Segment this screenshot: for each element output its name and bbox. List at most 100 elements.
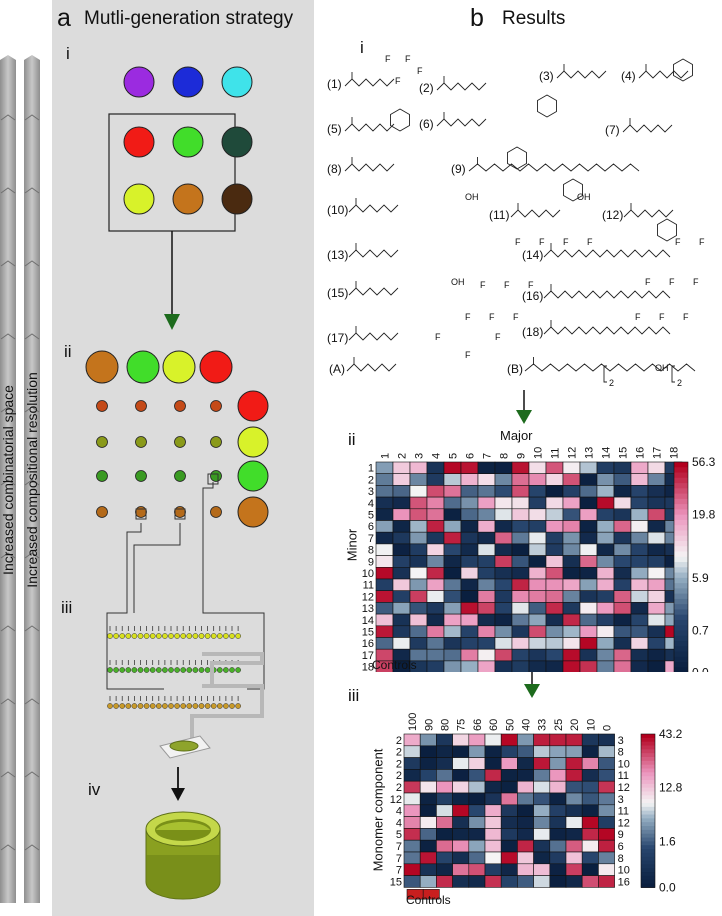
heatmap1-cell: [613, 531, 632, 545]
heatmap1-cell: [443, 637, 462, 650]
heatmap2-cell: [517, 816, 534, 829]
heatmap1-cell: [426, 485, 445, 498]
polymer-scaffold-cylinder: [145, 811, 221, 900]
heatmap1-cell: [545, 590, 564, 603]
heatmap1-cell: [477, 543, 496, 556]
gen2-small-dot: [174, 506, 186, 518]
heatmap1-cell: [443, 660, 462, 672]
fluorine-atom: F: [504, 280, 510, 290]
heatmap1-cell: [460, 567, 479, 580]
heatmap1-colorbar-tick: 19.8: [692, 508, 716, 522]
heatmap2-right-row-label: 6: [618, 841, 624, 853]
structure-backbone: [346, 363, 397, 372]
plate-well: [186, 667, 193, 673]
heatmap2-cell: [533, 851, 551, 865]
heatmap1-cell: [494, 648, 513, 662]
heatmap1-cell: [443, 473, 462, 486]
heatmap2-right-row-label: 10: [618, 758, 630, 770]
heatmap1-row-label: 6: [368, 521, 374, 533]
panel-a-workflow: [85, 66, 269, 900]
heatmap2-colorbar-segment: [641, 760, 655, 766]
plate-well: [198, 667, 205, 673]
plate-well: [229, 633, 235, 639]
heatmap2-colorbar-tick: 1.6: [659, 834, 676, 848]
monomer-dot: [221, 66, 253, 98]
plate-well: [119, 703, 126, 709]
heatmap1-colorbar-segment: [674, 635, 688, 642]
heatmap2-cell: [403, 804, 421, 817]
heatmap2-left-row-label: 4: [396, 806, 402, 818]
heatmap1-colorbar-segment: [674, 662, 688, 668]
heatmap1-cell: [409, 461, 428, 474]
heatmap2-cell: [484, 745, 502, 758]
heatmap1-cell: [460, 496, 479, 510]
heatmap2-cell: [452, 792, 470, 806]
heatmap2-cell: [517, 828, 534, 841]
heatmap1-cell: [528, 625, 547, 638]
gen2-small-dot: [210, 400, 222, 412]
heatmap2-cell: [517, 839, 534, 853]
bar-chevron: [24, 114, 40, 121]
plate-well: [162, 667, 168, 673]
heatmap2-cell: [452, 863, 470, 876]
heatmap2-colorbar-segment: [641, 829, 655, 835]
heatmap2-cell: [452, 875, 470, 888]
heatmap1-row-label: 8: [368, 545, 374, 557]
gen2-small-dot: [174, 470, 186, 482]
heatmap1-cell: [477, 473, 496, 486]
heatmap2-cell: [533, 839, 551, 853]
heatmap1-cell: [647, 567, 666, 580]
heatmap2-cell: [484, 816, 502, 829]
heatmap1-colorbar-segment: [674, 472, 688, 479]
heatmap2-cell: [468, 851, 486, 865]
heatmap1-cell: [630, 508, 649, 521]
gen2-small-dot: [96, 470, 108, 482]
heatmap1-cell: [545, 660, 564, 672]
plate-well: [155, 703, 162, 709]
heatmap1-cell: [596, 496, 615, 510]
heatmap2-colorbar-segment: [641, 772, 655, 777]
heatmap1-cell: [647, 496, 666, 510]
gen2-small-dot: [96, 506, 108, 518]
heatmap2-cell: [452, 757, 470, 770]
plate-well: [168, 633, 174, 639]
heatmap1-cell: [392, 543, 411, 556]
heatmap2-cell: [598, 839, 615, 853]
heatmap1-cell: [477, 602, 496, 615]
monomer-label: (8): [327, 162, 342, 176]
heatmap2-cell: [565, 757, 583, 770]
heatmap2-colorbar-segment: [641, 753, 655, 758]
heatmap1-cell: [613, 485, 632, 498]
heatmap1-cell: [511, 496, 530, 510]
heatmap2-cell: [403, 769, 421, 782]
heatmap1-cell: [443, 613, 462, 627]
heatmap2-cell: [484, 769, 502, 782]
heatmap1-col-label: 9: [516, 453, 528, 459]
ring-structure: [563, 178, 583, 202]
heatmap1-cell: [562, 578, 581, 591]
heatmap2-cell: [598, 769, 615, 782]
heatmap1-cell: [579, 648, 598, 662]
heatmap2-colorbar-segment: [641, 856, 655, 862]
monomer-dot: [172, 66, 204, 98]
heatmap1-cell: [647, 625, 666, 638]
fluorine-atom: F: [405, 54, 411, 64]
heatmap2-left-row-label: 7: [396, 853, 402, 865]
heatmap1-cell: [494, 660, 513, 672]
plate-well: [210, 703, 217, 709]
heatmap1-cell: [579, 613, 598, 627]
heatmap2-col-label: 33: [537, 719, 549, 731]
heatmap1-cell: [630, 660, 649, 672]
heatmap-major-minor: 1 2 3 4 5 6 7 8 9 10 11 12 13 14 15 16 17 181234567891011…: [362, 447, 716, 672]
monomer-label: (A): [329, 362, 345, 376]
heatmap2-colorbar-segment: [641, 764, 655, 770]
heatmap1-colorbar-segment: [674, 593, 688, 600]
side-label-combinatorial: Increased combinatorial space: [0, 385, 16, 575]
heatmap1-cell: [375, 637, 394, 650]
heatmap2-col-label: 0: [602, 725, 614, 731]
microarray-slide: [159, 735, 211, 759]
heatmap1-cell: [426, 567, 445, 580]
fluorine-atom: F: [435, 332, 441, 342]
heatmap1-colorbar-segment: [674, 641, 688, 647]
heatmap1-colorbar-segment: [674, 530, 688, 537]
